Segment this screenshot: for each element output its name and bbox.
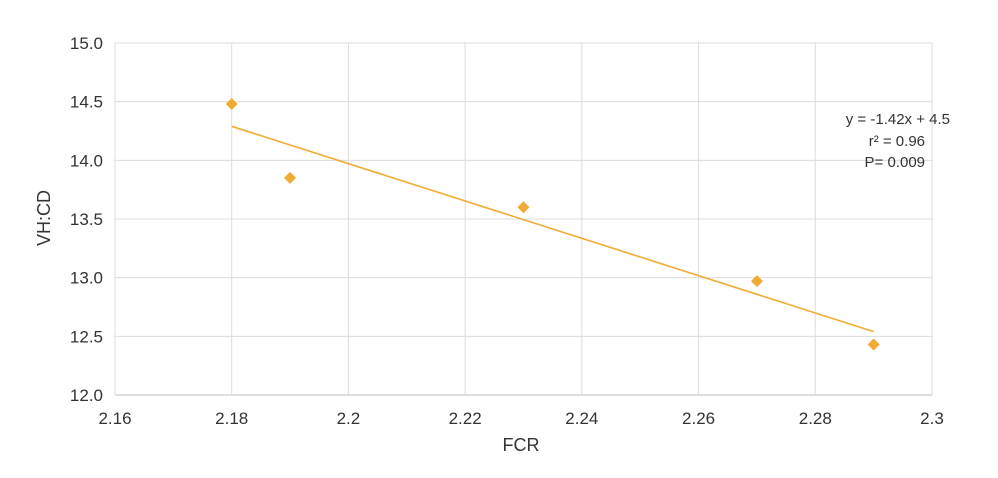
y-tick-label: 15.0 [70, 34, 103, 53]
annotation-equation: y = -1.42x + 4.5 [846, 111, 950, 128]
x-tick-label: 2.16 [98, 409, 131, 428]
y-tick-label: 13.5 [70, 210, 103, 229]
data-point [750, 275, 763, 288]
x-axis-title: FCR [503, 435, 540, 455]
y-tick-label: 12.5 [70, 327, 103, 346]
annotation-p-value: P= 0.009 [865, 154, 925, 171]
x-tick-label: 2.28 [799, 409, 832, 428]
x-tick-labels: 2.16 2.18 2.2 2.22 2.24 2.26 2.28 2.3 [98, 409, 943, 428]
x-tick-label: 2.24 [565, 409, 598, 428]
data-point [225, 98, 238, 111]
equation-annotation: y = -1.42x + 4.5 r² = 0.96 P= 0.009 [846, 111, 950, 171]
data-point [517, 201, 530, 214]
y-tick-label: 14.5 [70, 93, 103, 112]
data-point [284, 171, 297, 184]
x-tick-label: 2.2 [337, 409, 361, 428]
gridlines [114, 42, 933, 396]
data-points [225, 98, 880, 351]
x-tick-label: 2.3 [920, 409, 944, 428]
x-tick-label: 2.26 [682, 409, 715, 428]
x-tick-label: 2.18 [215, 409, 248, 428]
trendline-group [231, 125, 874, 333]
x-tick-label: 2.22 [449, 409, 482, 428]
y-axis-title: VH:CD [34, 190, 54, 246]
y-tick-label: 13.0 [70, 269, 103, 288]
trendline [231, 125, 874, 333]
annotation-r-squared: r² = 0.96 [869, 133, 925, 150]
y-tick-label: 12.0 [70, 386, 103, 405]
y-tick-labels: 12.0 12.5 13.0 13.5 14.0 14.5 15.0 [70, 34, 103, 405]
data-point [867, 338, 880, 351]
y-tick-label: 14.0 [70, 151, 103, 170]
